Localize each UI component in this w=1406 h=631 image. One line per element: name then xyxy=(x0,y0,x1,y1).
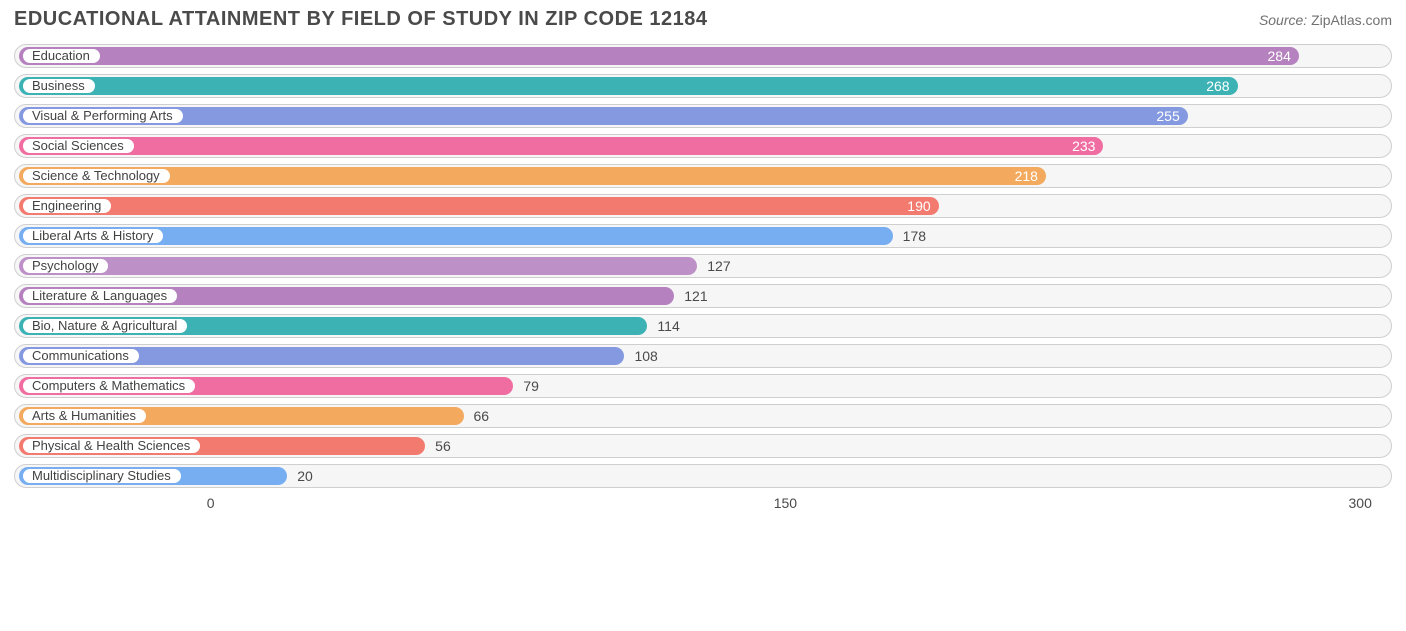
bar-row: Education 284 xyxy=(14,41,1392,71)
bar-value: 127 xyxy=(707,258,730,274)
bar-value: 284 xyxy=(1268,48,1291,64)
bar-row: Visual & Performing Arts 255 xyxy=(14,101,1392,131)
bar-label: Liberal Arts & History xyxy=(23,229,163,243)
bar-label: Physical & Health Sciences xyxy=(23,439,200,453)
bar-value: 56 xyxy=(435,438,451,454)
bar-row: Computers & Mathematics 79 xyxy=(14,371,1392,401)
bar xyxy=(19,167,1046,185)
bar-row: Psychology 127 xyxy=(14,251,1392,281)
bar-value: 121 xyxy=(684,288,707,304)
bar xyxy=(19,77,1238,95)
bar-label: Engineering xyxy=(23,199,111,213)
bar-row: Communications 108 xyxy=(14,341,1392,371)
bar xyxy=(19,197,939,215)
x-tick-label: 300 xyxy=(1348,495,1371,511)
source-value: ZipAtlas.com xyxy=(1311,12,1392,28)
bar-label: Literature & Languages xyxy=(23,289,177,303)
chart-source: Source: ZipAtlas.com xyxy=(1259,12,1392,28)
bar-value: 66 xyxy=(474,408,490,424)
bar-label: Social Sciences xyxy=(23,139,134,153)
chart-title: EDUCATIONAL ATTAINMENT BY FIELD OF STUDY… xyxy=(14,8,708,31)
bar-value: 218 xyxy=(1015,168,1038,184)
x-axis: 0 150 300 xyxy=(14,493,1392,515)
bar xyxy=(19,107,1188,125)
bar-label: Computers & Mathematics xyxy=(23,379,195,393)
bar-value: 114 xyxy=(657,318,679,334)
bar-row: Literature & Languages 121 xyxy=(14,281,1392,311)
bar-label: Arts & Humanities xyxy=(23,409,146,423)
bar-row: Arts & Humanities 66 xyxy=(14,401,1392,431)
barchart: Education 284 Business 268 Visual & Performi… xyxy=(14,41,1392,515)
bar xyxy=(19,137,1103,155)
bar-value: 79 xyxy=(523,378,539,394)
x-tick-label: 0 xyxy=(207,495,215,511)
bar-row: Multidisciplinary Studies 20 xyxy=(14,461,1392,491)
bar-label: Science & Technology xyxy=(23,169,170,183)
plot-area: Education 284 Business 268 Visual & Performi… xyxy=(14,41,1392,491)
bar-value: 20 xyxy=(297,468,313,484)
bar-value: 255 xyxy=(1156,108,1179,124)
bar-row: Science & Technology 218 xyxy=(14,161,1392,191)
bar-value: 108 xyxy=(634,348,657,364)
chart-header: EDUCATIONAL ATTAINMENT BY FIELD OF STUDY… xyxy=(14,8,1392,31)
bar-row: Engineering 190 xyxy=(14,191,1392,221)
bar xyxy=(19,47,1299,65)
bar-label: Business xyxy=(23,79,95,93)
bar-row: Physical & Health Sciences 56 xyxy=(14,431,1392,461)
bar xyxy=(19,257,697,275)
bar-row: Social Sciences 233 xyxy=(14,131,1392,161)
bar-label: Bio, Nature & Agricultural xyxy=(23,319,187,333)
bar-label: Communications xyxy=(23,349,139,363)
bar-value: 233 xyxy=(1072,138,1095,154)
bar-value: 190 xyxy=(907,198,930,214)
bar-value: 268 xyxy=(1206,78,1229,94)
bar-value: 178 xyxy=(903,228,926,244)
bar-row: Liberal Arts & History 178 xyxy=(14,221,1392,251)
bar-row: Business 268 xyxy=(14,71,1392,101)
bar-label: Education xyxy=(23,49,100,63)
bar-row: Bio, Nature & Agricultural 114 xyxy=(14,311,1392,341)
bar-label: Multidisciplinary Studies xyxy=(23,469,181,483)
x-tick-label: 150 xyxy=(774,495,797,511)
bar-label: Psychology xyxy=(23,259,108,273)
bar-label: Visual & Performing Arts xyxy=(23,109,183,123)
source-label: Source: xyxy=(1259,12,1307,28)
